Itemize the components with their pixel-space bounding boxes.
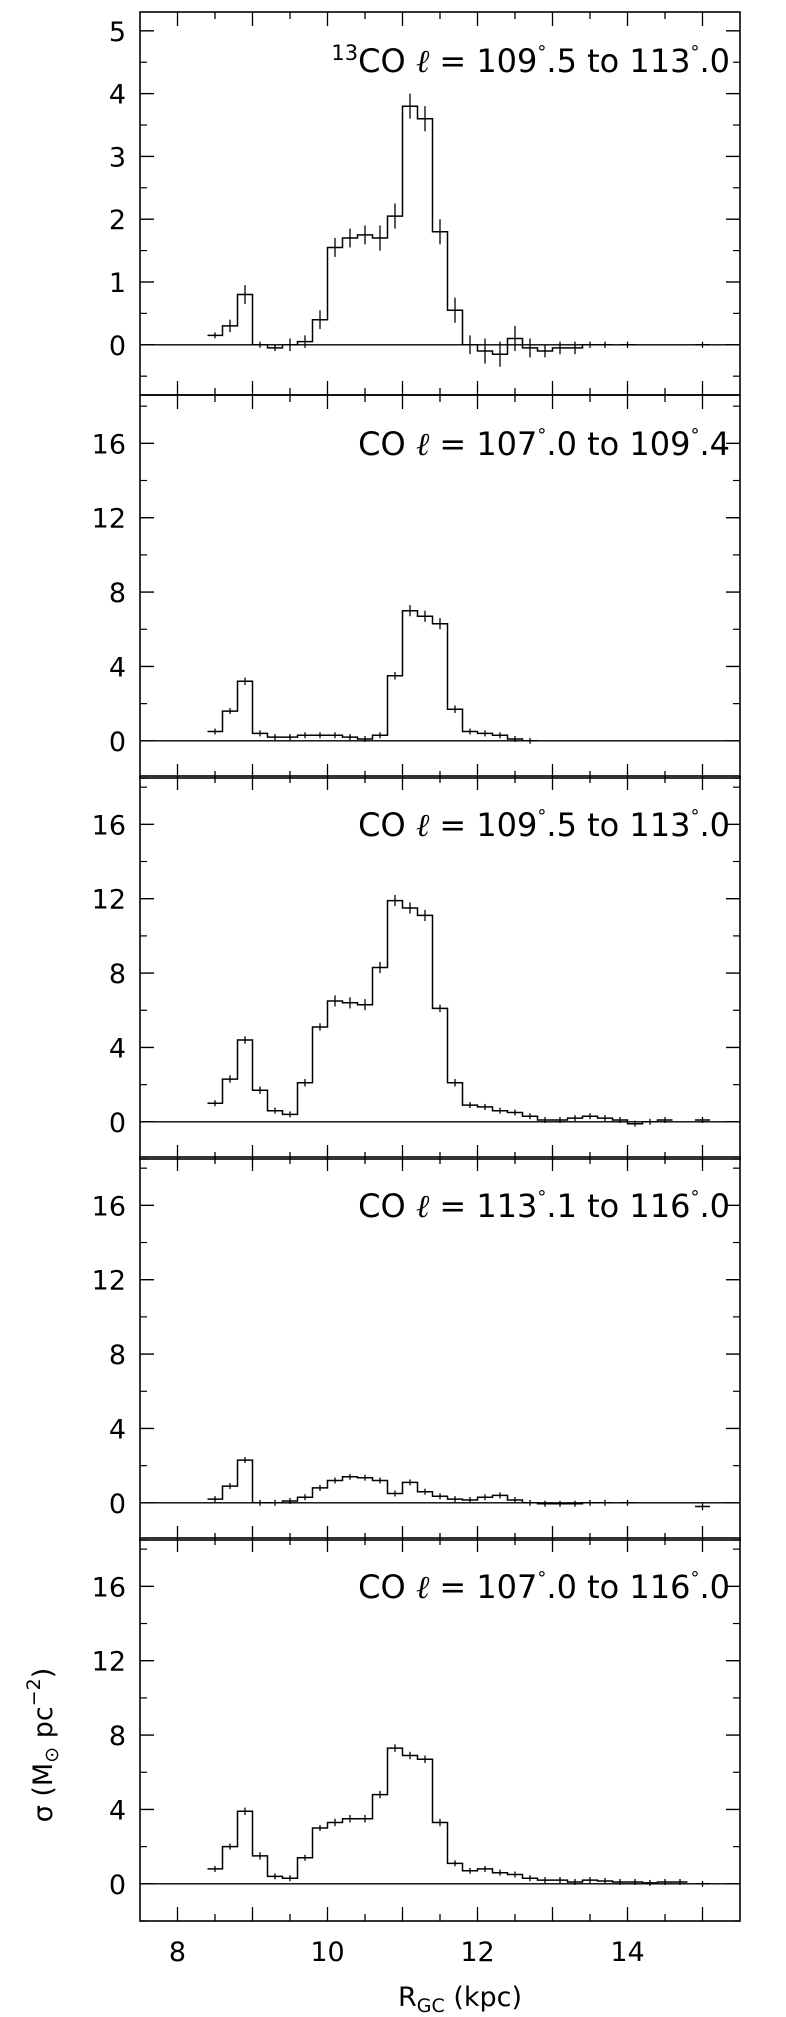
data-series-step [207, 105, 710, 355]
panel-title-molecule: CO [358, 1187, 406, 1225]
panel-title-range-end: .4 [699, 425, 730, 463]
panel-title: CO ℓ = 107°.0 to 109°.4 [358, 425, 730, 463]
panel-title-molecule: CO [358, 806, 406, 844]
data-series-step [207, 1747, 710, 1885]
x-axis-title-main: R [398, 1982, 417, 2013]
panel-title-range-start: = 113 [429, 1187, 537, 1225]
y-axis-title-main: σ (M [28, 1763, 59, 1823]
y-tick-label: 4 [109, 652, 126, 683]
panel-title-degree: ° [537, 806, 546, 827]
x-tick-label: 10 [310, 1937, 344, 1968]
panel-title: CO ℓ = 107°.0 to 116°.0 [358, 1568, 730, 1606]
y-tick-label: 8 [109, 578, 126, 609]
panel-title-longitude-symbol: ℓ [406, 1568, 430, 1606]
y-tick-label: 16 [92, 1572, 126, 1603]
panel-title-isotope: 13 [331, 41, 358, 65]
panel-title-range-mid: .5 to 113 [546, 806, 690, 844]
panel-title-molecule: CO [358, 1568, 406, 1606]
panel-title-longitude-symbol: ℓ [406, 425, 430, 463]
y-axis-title: σ (M⊙ pc−2) [23, 1668, 63, 1823]
x-axis-title-unit: (kpc) [445, 1982, 522, 2013]
x-axis-title-subscript: GC [417, 1995, 445, 2017]
y-tick-label: 1 [109, 268, 126, 299]
y-tick-label: 4 [109, 1033, 126, 1064]
panel-title-degree: ° [690, 1187, 699, 1208]
y-tick-label: 12 [92, 885, 126, 916]
panel-title-longitude-symbol: ℓ [406, 1187, 430, 1225]
panel-title: 13CO ℓ = 109°.5 to 113°.0 [331, 41, 730, 80]
y-axis-title-sun: ⊙ [41, 1747, 63, 1763]
y-tick-label: 16 [92, 1191, 126, 1222]
y-tick-label: 0 [109, 331, 126, 362]
data-series-step [207, 1459, 710, 1508]
y-axis-title-sup: −2 [23, 1678, 45, 1706]
y-tick-label: 0 [109, 727, 126, 758]
panel-title-range-start: = 109 [429, 806, 537, 844]
panel-title-range-mid: .0 to 116 [546, 1568, 690, 1606]
y-tick-label: 2 [109, 205, 126, 236]
panel-title-range-start: = 107 [429, 1568, 537, 1606]
x-tick-label: 14 [610, 1937, 644, 1968]
y-axis-title-mid: pc [28, 1706, 59, 1747]
y-axis-title-end: ) [28, 1668, 59, 1679]
x-tick-label: 8 [169, 1937, 186, 1968]
y-tick-label: 0 [109, 1870, 126, 1901]
y-tick-label: 12 [92, 504, 126, 535]
panel-title: CO ℓ = 109°.5 to 113°.0 [358, 806, 730, 844]
data-series-step [207, 899, 710, 1125]
y-tick-label: 5 [109, 17, 126, 48]
panel-title-degree: ° [537, 1568, 546, 1589]
panel-title-degree: ° [690, 806, 699, 827]
y-tick-label: 16 [92, 810, 126, 841]
panel-title-range-end: .0 [699, 1568, 730, 1606]
panel-title-degree: ° [537, 42, 546, 63]
panel-title-degree: ° [690, 1568, 699, 1589]
panel-title-degree: ° [537, 425, 546, 446]
x-tick-label: 12 [460, 1937, 494, 1968]
panel-title-range-mid: .5 to 113 [546, 42, 690, 80]
y-tick-label: 4 [109, 1414, 126, 1445]
panel-title-range-end: .0 [699, 42, 730, 80]
panel-title: CO ℓ = 113°.1 to 116°.0 [358, 1187, 730, 1225]
y-tick-label: 0 [109, 1108, 126, 1139]
panel-title-molecule: CO [358, 425, 406, 463]
panel-title-degree: ° [537, 1187, 546, 1208]
y-tick-label: 8 [109, 1340, 126, 1371]
panel-title-range-end: .0 [699, 806, 730, 844]
panel-title-molecule: CO [358, 42, 406, 80]
panel-title-range-start: = 107 [429, 425, 537, 463]
y-tick-label: 16 [92, 429, 126, 460]
y-tick-label: 12 [92, 1266, 126, 1297]
data-series-step [207, 609, 538, 742]
panel-title-degree: ° [690, 425, 699, 446]
panel-title-range-start: = 109 [429, 42, 537, 80]
panel-title-range-end: .0 [699, 1187, 730, 1225]
panel-title-longitude-symbol: ℓ [406, 806, 430, 844]
y-tick-label: 4 [109, 80, 126, 111]
panel-title-longitude-symbol: ℓ [406, 42, 430, 80]
y-tick-label: 3 [109, 142, 126, 173]
panel-title-degree: ° [690, 42, 699, 63]
y-tick-label: 0 [109, 1489, 126, 1520]
panel-title-range-mid: .1 to 116 [546, 1187, 690, 1225]
y-tick-label: 8 [109, 1721, 126, 1752]
y-tick-label: 12 [92, 1647, 126, 1678]
panel-title-range-mid: .0 to 109 [546, 425, 690, 463]
y-tick-label: 8 [109, 959, 126, 990]
x-axis-title: RGC (kpc) [398, 1982, 522, 2017]
y-tick-label: 4 [109, 1795, 126, 1826]
